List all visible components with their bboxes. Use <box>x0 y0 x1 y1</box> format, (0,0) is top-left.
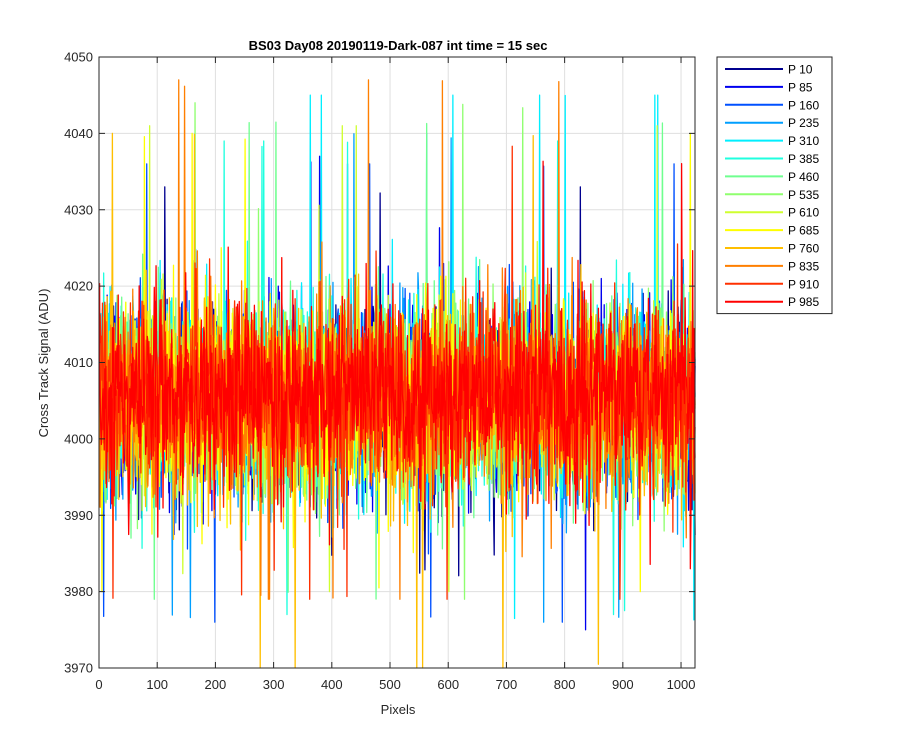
legend-label: P 985 <box>788 295 819 309</box>
chart-title: BS03 Day08 20190119-Dark-087 int time = … <box>249 38 548 53</box>
x-tick-label: 0 <box>95 677 102 692</box>
series-lines <box>98 79 696 669</box>
x-tick-label: 100 <box>146 677 168 692</box>
x-tick-label: 900 <box>612 677 634 692</box>
legend-label: P 535 <box>788 188 819 202</box>
legend-label: P 10 <box>788 63 813 77</box>
x-tick-label: 600 <box>437 677 459 692</box>
y-axis-label: Cross Track Signal (ADU) <box>36 289 51 438</box>
series-line-p985 <box>98 160 696 570</box>
y-tick-label: 3970 <box>64 661 93 676</box>
legend-label: P 160 <box>788 98 819 112</box>
legend-label: P 685 <box>788 224 819 238</box>
legend-label: P 910 <box>788 277 819 291</box>
legend-label: P 385 <box>788 152 819 166</box>
x-tick-label: 800 <box>554 677 576 692</box>
x-tick-label: 200 <box>205 677 227 692</box>
y-tick-label: 4000 <box>64 431 93 446</box>
x-tick-label: 300 <box>263 677 285 692</box>
legend-label: P 610 <box>788 206 819 220</box>
legend-label: P 85 <box>788 80 813 94</box>
y-tick-label: 4010 <box>64 355 93 370</box>
x-tick-label: 500 <box>379 677 401 692</box>
legend-label: P 310 <box>788 134 819 148</box>
y-tick-label: 3980 <box>64 584 93 599</box>
x-tick-label: 400 <box>321 677 343 692</box>
y-tick-label: 4050 <box>64 50 93 65</box>
legend-label: P 235 <box>788 116 819 130</box>
y-tick-label: 4040 <box>64 126 93 141</box>
y-tick-label: 4030 <box>64 202 93 217</box>
legend: P 10 P 85 P 160 P 235 P 310 P 385 P 460 P 535 P … <box>716 56 833 315</box>
x-tick-label: 1000 <box>667 677 696 692</box>
legend-label: P 460 <box>788 170 819 184</box>
legend-box <box>716 56 833 315</box>
y-tick-label: 3990 <box>64 508 93 523</box>
axes: 0 100 200 300 400 500 600 700 800 900 1000 3970 3980… <box>64 50 696 692</box>
legend-label: P 835 <box>788 259 819 273</box>
legend-label: P 760 <box>788 242 819 256</box>
y-tick-label: 4020 <box>64 279 93 294</box>
x-tick-label: 700 <box>496 677 518 692</box>
x-axis-label: Pixels <box>381 702 416 717</box>
series-line-p910 <box>98 145 696 600</box>
